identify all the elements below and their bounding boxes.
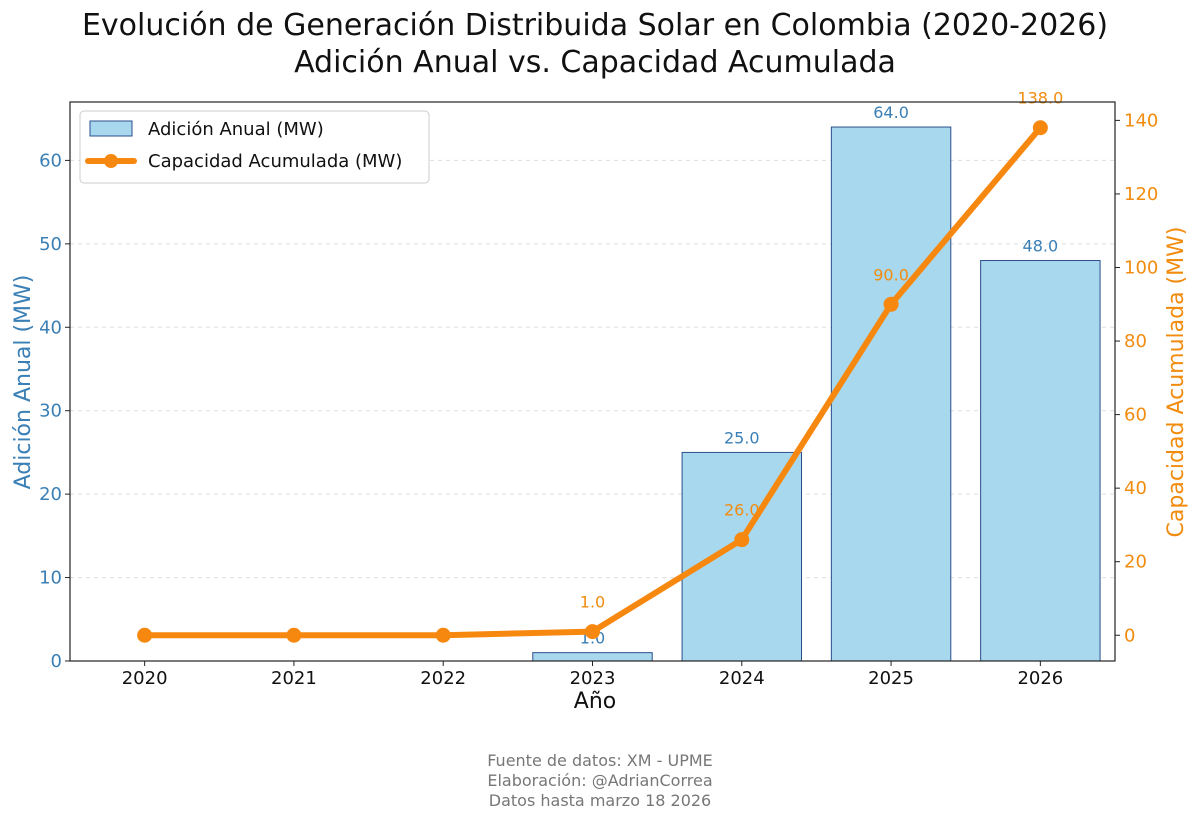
right-axis-ticks: 0 20 40 60 80 100 120 140 (1115, 110, 1158, 646)
right-tick-label: 80 (1124, 331, 1147, 352)
right-tick-label: 40 (1124, 478, 1147, 499)
gridlines (70, 159, 1115, 579)
right-tick-label: 0 (1124, 625, 1135, 646)
right-tick-label: 120 (1124, 184, 1158, 205)
x-tick-label-2025: 2025 (868, 668, 914, 689)
right-tick-label: 60 (1124, 405, 1147, 426)
bar-label-2024: 25.0 (724, 428, 760, 447)
bar-series (532, 126, 1101, 662)
bar-label-2026: 48.0 (1023, 237, 1059, 256)
left-tick-label: 40 (39, 317, 62, 338)
footer-author: Elaboración: @AdrianCorrea (487, 771, 712, 790)
x-tick-label-2021: 2021 (271, 668, 317, 689)
line-label-2023: 1.0 (580, 593, 605, 612)
x-tick-label-2026: 2026 (1017, 668, 1063, 689)
left-tick-label: 20 (39, 484, 62, 505)
line-point-2020[interactable] (137, 627, 153, 643)
left-tick-label: 50 (39, 234, 62, 255)
x-axis-ticks: 2020 2021 2022 2023 2024 2025 2026 (122, 661, 1063, 689)
legend-line-label: Capacidad Acumulada (MW) (148, 151, 402, 172)
line-series (137, 120, 1048, 643)
left-tick-label: 10 (39, 568, 62, 589)
line-point-2026[interactable] (1032, 120, 1048, 136)
x-tick-label-2022: 2022 (420, 668, 466, 689)
right-tick-label: 20 (1124, 552, 1147, 573)
bar-2024[interactable] (681, 451, 802, 662)
right-tick-label: 100 (1124, 257, 1158, 278)
line-label-2026: 138.0 (1017, 89, 1063, 108)
left-axis-ticks: 0 10 20 30 40 50 60 (39, 150, 70, 672)
bar-2025[interactable] (830, 126, 952, 662)
line-point-2022[interactable] (435, 627, 451, 643)
x-axis-label: Año (574, 689, 616, 714)
left-tick-label: 30 (39, 401, 62, 422)
line-label-2025: 90.0 (873, 265, 909, 284)
y-axis-label-right: Capacidad Acumulada (MW) (1164, 227, 1189, 538)
line-point-2021[interactable] (286, 627, 302, 643)
legend-bar-label: Adición Anual (MW) (148, 119, 324, 140)
bar-2023[interactable] (532, 652, 653, 662)
left-tick-label: 0 (51, 651, 62, 672)
footer-date: Datos hasta marzo 18 2026 (489, 791, 711, 810)
left-tick-label: 60 (39, 150, 62, 171)
bar-label-2025: 64.0 (873, 103, 909, 122)
chart-title-line2: Adición Anual vs. Capacidad Acumulada (294, 45, 896, 80)
legend-line-marker (104, 154, 118, 168)
line-label-2024: 26.0 (724, 501, 760, 520)
legend[interactable]: Adición Anual (MW) Capacidad Acumulada (… (79, 110, 430, 184)
x-tick-label-2020: 2020 (122, 668, 168, 689)
x-tick-label-2023: 2023 (570, 668, 616, 689)
line-point-2024[interactable] (734, 532, 750, 548)
legend-bar-swatch (89, 120, 133, 137)
legend-box (79, 110, 430, 184)
bar-2026[interactable] (980, 260, 1101, 662)
chart-title-line1: Evolución de Generación Distribuida Sola… (82, 8, 1108, 43)
y-axis-label-left: Adición Anual (MW) (11, 275, 36, 490)
footer-source: Fuente de datos: XM - UPME (487, 751, 713, 770)
x-tick-label-2024: 2024 (719, 668, 765, 689)
line-data-labels: 1.0 26.0 90.0 138.0 (580, 89, 1063, 612)
line-point-2025[interactable] (883, 296, 899, 312)
right-tick-label: 140 (1124, 110, 1158, 131)
line-point-2023[interactable] (585, 624, 600, 640)
